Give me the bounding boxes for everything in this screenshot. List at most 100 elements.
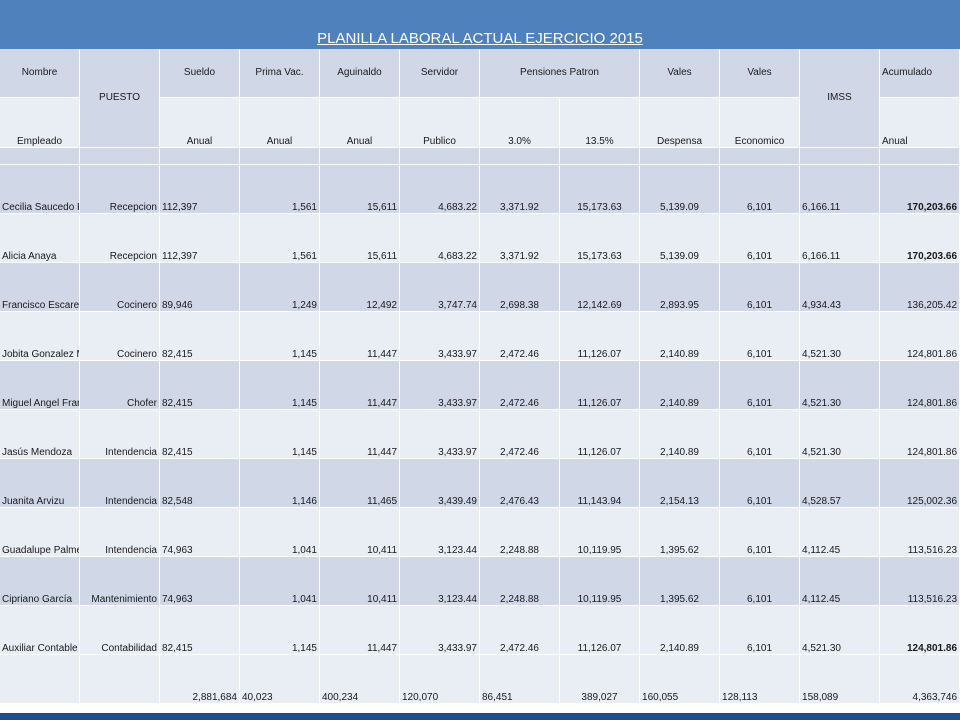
voucher-economico: 6,101 bbox=[720, 263, 801, 312]
header-nombre: Nombre bbox=[0, 49, 80, 98]
public-servant: 3,439.49 bbox=[400, 459, 480, 508]
accumulated-annual: 124,801.86 bbox=[880, 312, 960, 361]
voucher-despensa: 2,893.95 bbox=[640, 263, 721, 312]
imss-value: 4,521.30 bbox=[800, 410, 881, 459]
title-bar: PLANILLA LABORAL ACTUAL EJERCICIO 2015 bbox=[0, 0, 960, 51]
public-servant: 3,433.97 bbox=[400, 606, 480, 655]
employee-name: Jobita Gonzalez Murillo bbox=[0, 312, 80, 361]
salary-annual: 82,415 bbox=[160, 410, 240, 459]
voucher-economico: 6,101 bbox=[720, 312, 801, 361]
christmas-bonus: 15,611 bbox=[320, 165, 400, 214]
table-row: Juanita Arvizu Intendencia 82,548 1,146 11,4… bbox=[0, 459, 960, 508]
total-empty-cell bbox=[0, 655, 80, 704]
employee-name: Juanita Arvizu bbox=[0, 459, 80, 508]
employee-name: Alicia Anaya bbox=[0, 214, 80, 263]
table-row: Guadalupe PalmerínIntendencia74,9631,041… bbox=[0, 508, 960, 557]
voucher-economico: 6,101 bbox=[720, 165, 801, 214]
public-servant: 4,683.22 bbox=[400, 214, 480, 263]
employee-name: Miguel Angel Franco bbox=[0, 361, 80, 410]
imss-value: 6,166.11 bbox=[800, 214, 881, 263]
voucher-despensa: 2,154.13 bbox=[640, 459, 721, 508]
header-sueldo-anual: Anual bbox=[160, 98, 240, 148]
voucher-economico: 6,101 bbox=[720, 606, 801, 655]
accumulated-annual: 113,516.23 bbox=[880, 557, 960, 606]
employee-position: Cocinero bbox=[80, 263, 160, 312]
christmas-bonus: 10,411 bbox=[320, 508, 400, 557]
employee-position: Intendencia bbox=[80, 508, 160, 557]
pension-3pct: 3,371.92 bbox=[480, 214, 560, 263]
employee-position: Chofer bbox=[80, 361, 160, 410]
pension-13-5pct: 12,142.69 bbox=[560, 263, 641, 312]
salary-annual: 82,548 bbox=[160, 459, 240, 508]
christmas-bonus: 10,411 bbox=[320, 557, 400, 606]
pension-13-5pct: 15,173.63 bbox=[560, 214, 641, 263]
total-aguinaldo: 400,234 bbox=[320, 655, 400, 704]
voucher-economico: 6,101 bbox=[720, 214, 801, 263]
salary-annual: 89,946 bbox=[160, 263, 240, 312]
vacation-bonus: 1,041 bbox=[240, 508, 320, 557]
total-pens135: 389,027 bbox=[560, 655, 641, 704]
total-pens3: 86,451 bbox=[480, 655, 560, 704]
salary-annual: 82,415 bbox=[160, 361, 240, 410]
pension-3pct: 2,248.88 bbox=[480, 557, 560, 606]
table-row: Jasús Mendoza Intendencia 82,415 1,145 11,44… bbox=[0, 410, 960, 459]
accumulated-annual: 124,801.86 bbox=[880, 606, 960, 655]
vacation-bonus: 1,146 bbox=[240, 459, 320, 508]
employee-position: Contabilidad bbox=[80, 606, 160, 655]
voucher-economico: 6,101 bbox=[720, 508, 801, 557]
table-row: Cipriano García Mantenimiento 74,963 1,041 1… bbox=[0, 557, 960, 606]
total-prima: 40,023 bbox=[240, 655, 320, 704]
imss-value: 4,112.45 bbox=[800, 508, 881, 557]
header-pct-3: 3.0% bbox=[480, 98, 560, 148]
header-sueldo: Sueldo bbox=[160, 49, 240, 98]
table-row: Jobita Gonzalez MurilloCocinero82,4151,1… bbox=[0, 312, 960, 361]
pension-3pct: 2,698.38 bbox=[480, 263, 560, 312]
imss-value: 4,934.43 bbox=[800, 263, 881, 312]
total-imss: 158,089 bbox=[800, 655, 881, 704]
salary-annual: 82,415 bbox=[160, 606, 240, 655]
voucher-economico: 6,101 bbox=[720, 557, 801, 606]
header-pensiones: Pensiones Patron bbox=[480, 49, 641, 98]
total-servidor: 120,070 bbox=[400, 655, 480, 704]
imss-value: 4,528.57 bbox=[800, 459, 881, 508]
header-prima-anual: Anual bbox=[240, 98, 320, 148]
table-row: Alicia Anaya Recepcion 112,397 1,561 15,611 4… bbox=[0, 214, 960, 263]
accumulated-annual: 124,801.86 bbox=[880, 361, 960, 410]
header-vales-2: Vales bbox=[720, 49, 801, 98]
header-servidor: Servidor bbox=[400, 49, 480, 98]
public-servant: 3,123.44 bbox=[400, 557, 480, 606]
pension-13-5pct: 11,126.07 bbox=[560, 410, 641, 459]
vacation-bonus: 1,561 bbox=[240, 214, 320, 263]
payroll-table: Nombre PUESTO Sueldo Prima Vac. Aguinald… bbox=[0, 49, 960, 704]
public-servant: 3,123.44 bbox=[400, 508, 480, 557]
accumulated-annual: 136,205.42 bbox=[880, 263, 960, 312]
imss-value: 4,521.30 bbox=[800, 361, 881, 410]
voucher-despensa: 5,139.09 bbox=[640, 214, 721, 263]
employee-name: Auxiliar Contable bbox=[0, 606, 80, 655]
pension-3pct: 2,472.46 bbox=[480, 312, 560, 361]
header-prima: Prima Vac. bbox=[240, 49, 320, 98]
table-row: Miguel Angel FrancoChofer82,4151,14511,4… bbox=[0, 361, 960, 410]
voucher-economico: 6,101 bbox=[720, 410, 801, 459]
public-servant: 4,683.22 bbox=[400, 165, 480, 214]
christmas-bonus: 11,465 bbox=[320, 459, 400, 508]
employee-position: Intendencia bbox=[80, 459, 160, 508]
voucher-despensa: 1,395.62 bbox=[640, 557, 721, 606]
imss-value: 4,521.30 bbox=[800, 312, 881, 361]
voucher-economico: 6,101 bbox=[720, 361, 801, 410]
header-despensa: Despensa bbox=[640, 98, 721, 148]
employee-position: Mantenimiento bbox=[80, 557, 160, 606]
header-row-1: Nombre PUESTO Sueldo Prima Vac. Aguinald… bbox=[0, 49, 960, 148]
vacation-bonus: 1,145 bbox=[240, 410, 320, 459]
pension-3pct: 2,472.46 bbox=[480, 361, 560, 410]
total-economico: 128,113 bbox=[720, 655, 801, 704]
page-title: PLANILLA LABORAL ACTUAL EJERCICIO 2015 bbox=[317, 30, 643, 47]
total-acumulado: 4,363,746 bbox=[880, 655, 960, 704]
header-acumulado-anual: Anual bbox=[880, 98, 960, 148]
header-acumulado: Acumulado bbox=[880, 49, 960, 98]
accumulated-annual: 170,203.66 bbox=[880, 214, 960, 263]
salary-annual: 74,963 bbox=[160, 508, 240, 557]
header-puesto: PUESTO bbox=[80, 49, 160, 148]
vacation-bonus: 1,145 bbox=[240, 312, 320, 361]
employee-name: Cipriano García bbox=[0, 557, 80, 606]
